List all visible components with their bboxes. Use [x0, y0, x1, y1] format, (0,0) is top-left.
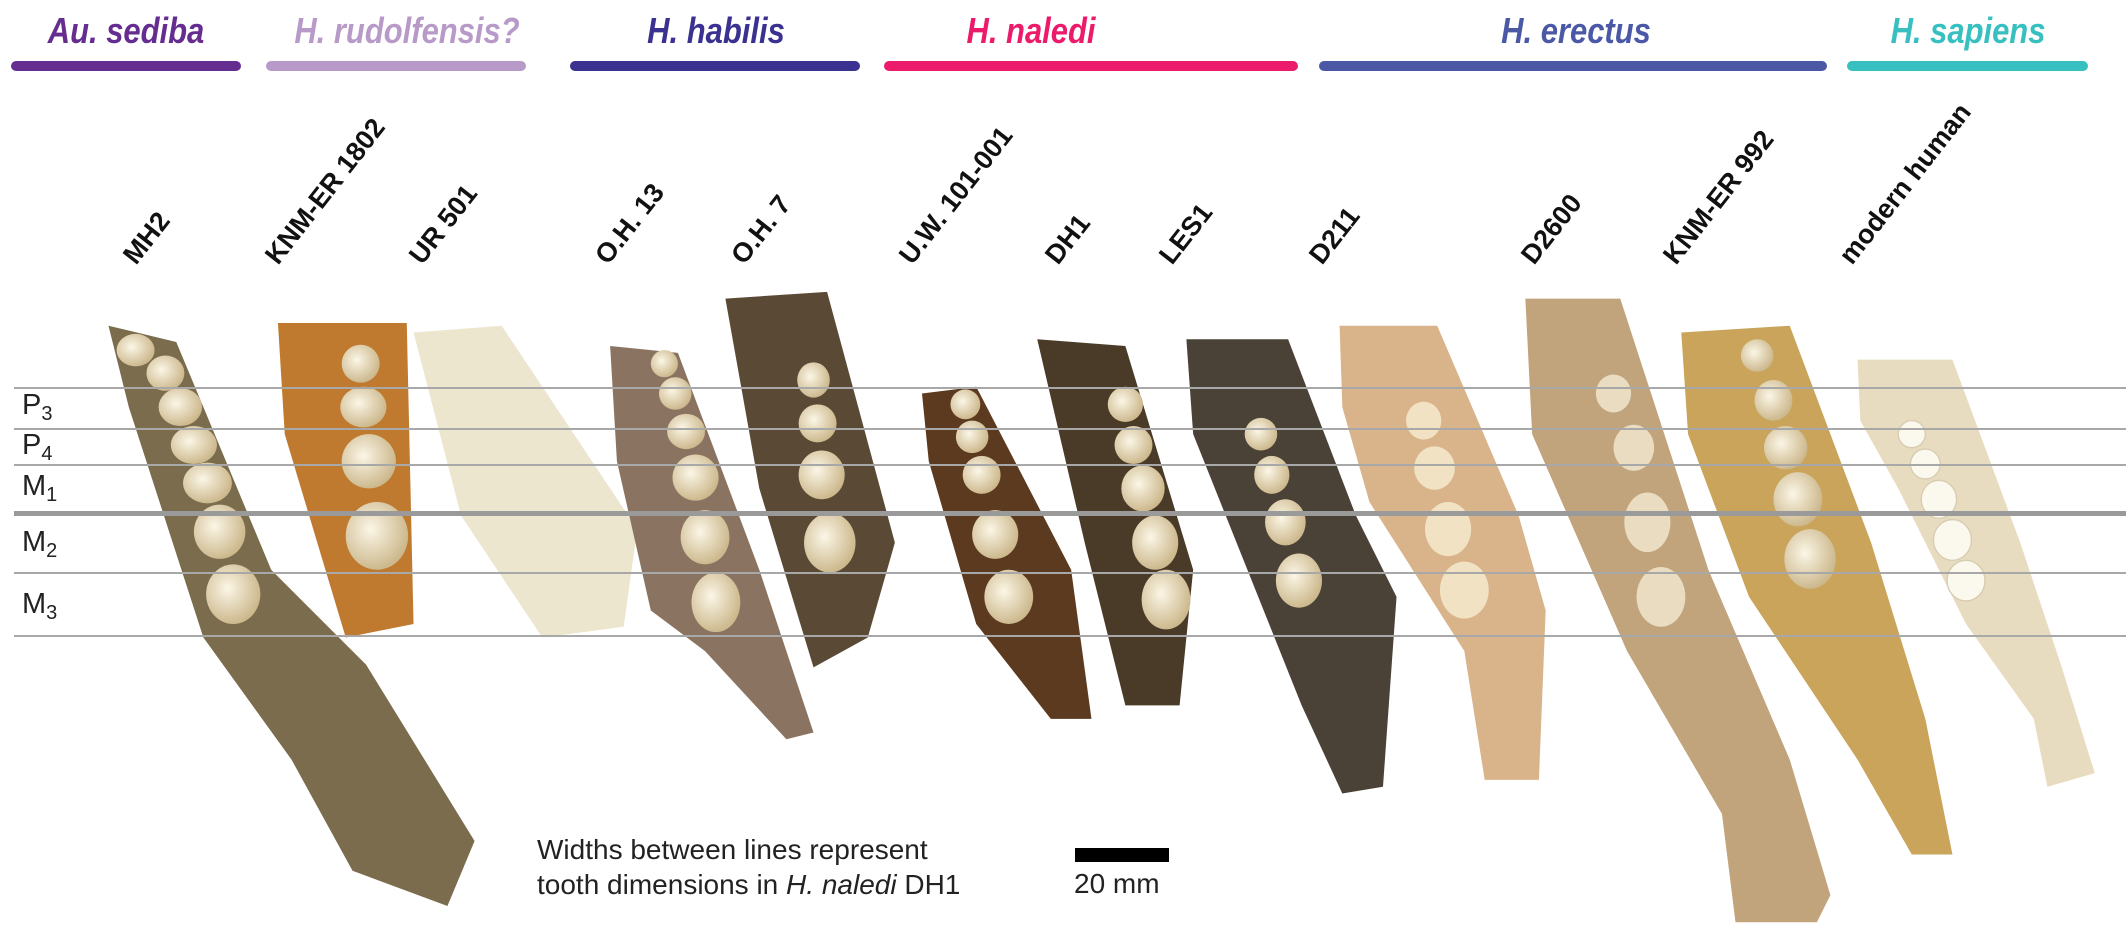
reference-line [14, 464, 2126, 466]
species-bar-h-sapiens [1847, 61, 2088, 71]
mandible-dh1 [1037, 339, 1194, 706]
species-h-erectus: H. erectus [1501, 10, 1651, 51]
row-label-m1: M1 [22, 470, 58, 506]
reference-line-thick [14, 511, 2126, 516]
caption: Widths between lines represent tooth dim… [537, 832, 960, 902]
species-au-sediba: Au. sediba [47, 10, 205, 51]
caption-line-2: tooth dimensions in H. naledi DH1 [537, 869, 961, 900]
species-bar-h-naledi [884, 61, 1298, 71]
species-h-habilis: H. habilis [647, 10, 785, 51]
row-label-p3: P3 [22, 389, 53, 425]
mandible-d2600 [1525, 298, 1831, 923]
scale-bar [1075, 848, 1169, 862]
caption-line-1: Widths between lines represent [537, 834, 928, 865]
mandible-oh-13 [610, 346, 814, 740]
row-label-m3: M3 [22, 588, 58, 624]
row-label-p4: P4 [22, 429, 53, 465]
mandible-knm-er-1802 [277, 322, 414, 638]
species-h-naledi: H. naledi [966, 10, 1096, 51]
species-h-rudolfensis: H. rudolfensis? [294, 10, 520, 51]
species-bar-h-erectus [1319, 61, 1827, 71]
species-bar-au-sediba [11, 61, 241, 71]
reference-line [14, 572, 2126, 574]
reference-line [14, 387, 2126, 389]
row-label-m2: M2 [22, 526, 58, 562]
species-bar-h-rudolfensis [266, 61, 526, 71]
mandible-mh2 [108, 325, 475, 907]
mandible-ur-501 [413, 325, 638, 638]
reference-line [14, 635, 2126, 637]
species-h-sapiens: H. sapiens [1890, 10, 2046, 51]
reference-line [14, 428, 2126, 430]
species-bar-h-habilis [570, 61, 860, 71]
scale-bar-label: 20 mm [1074, 868, 1160, 899]
